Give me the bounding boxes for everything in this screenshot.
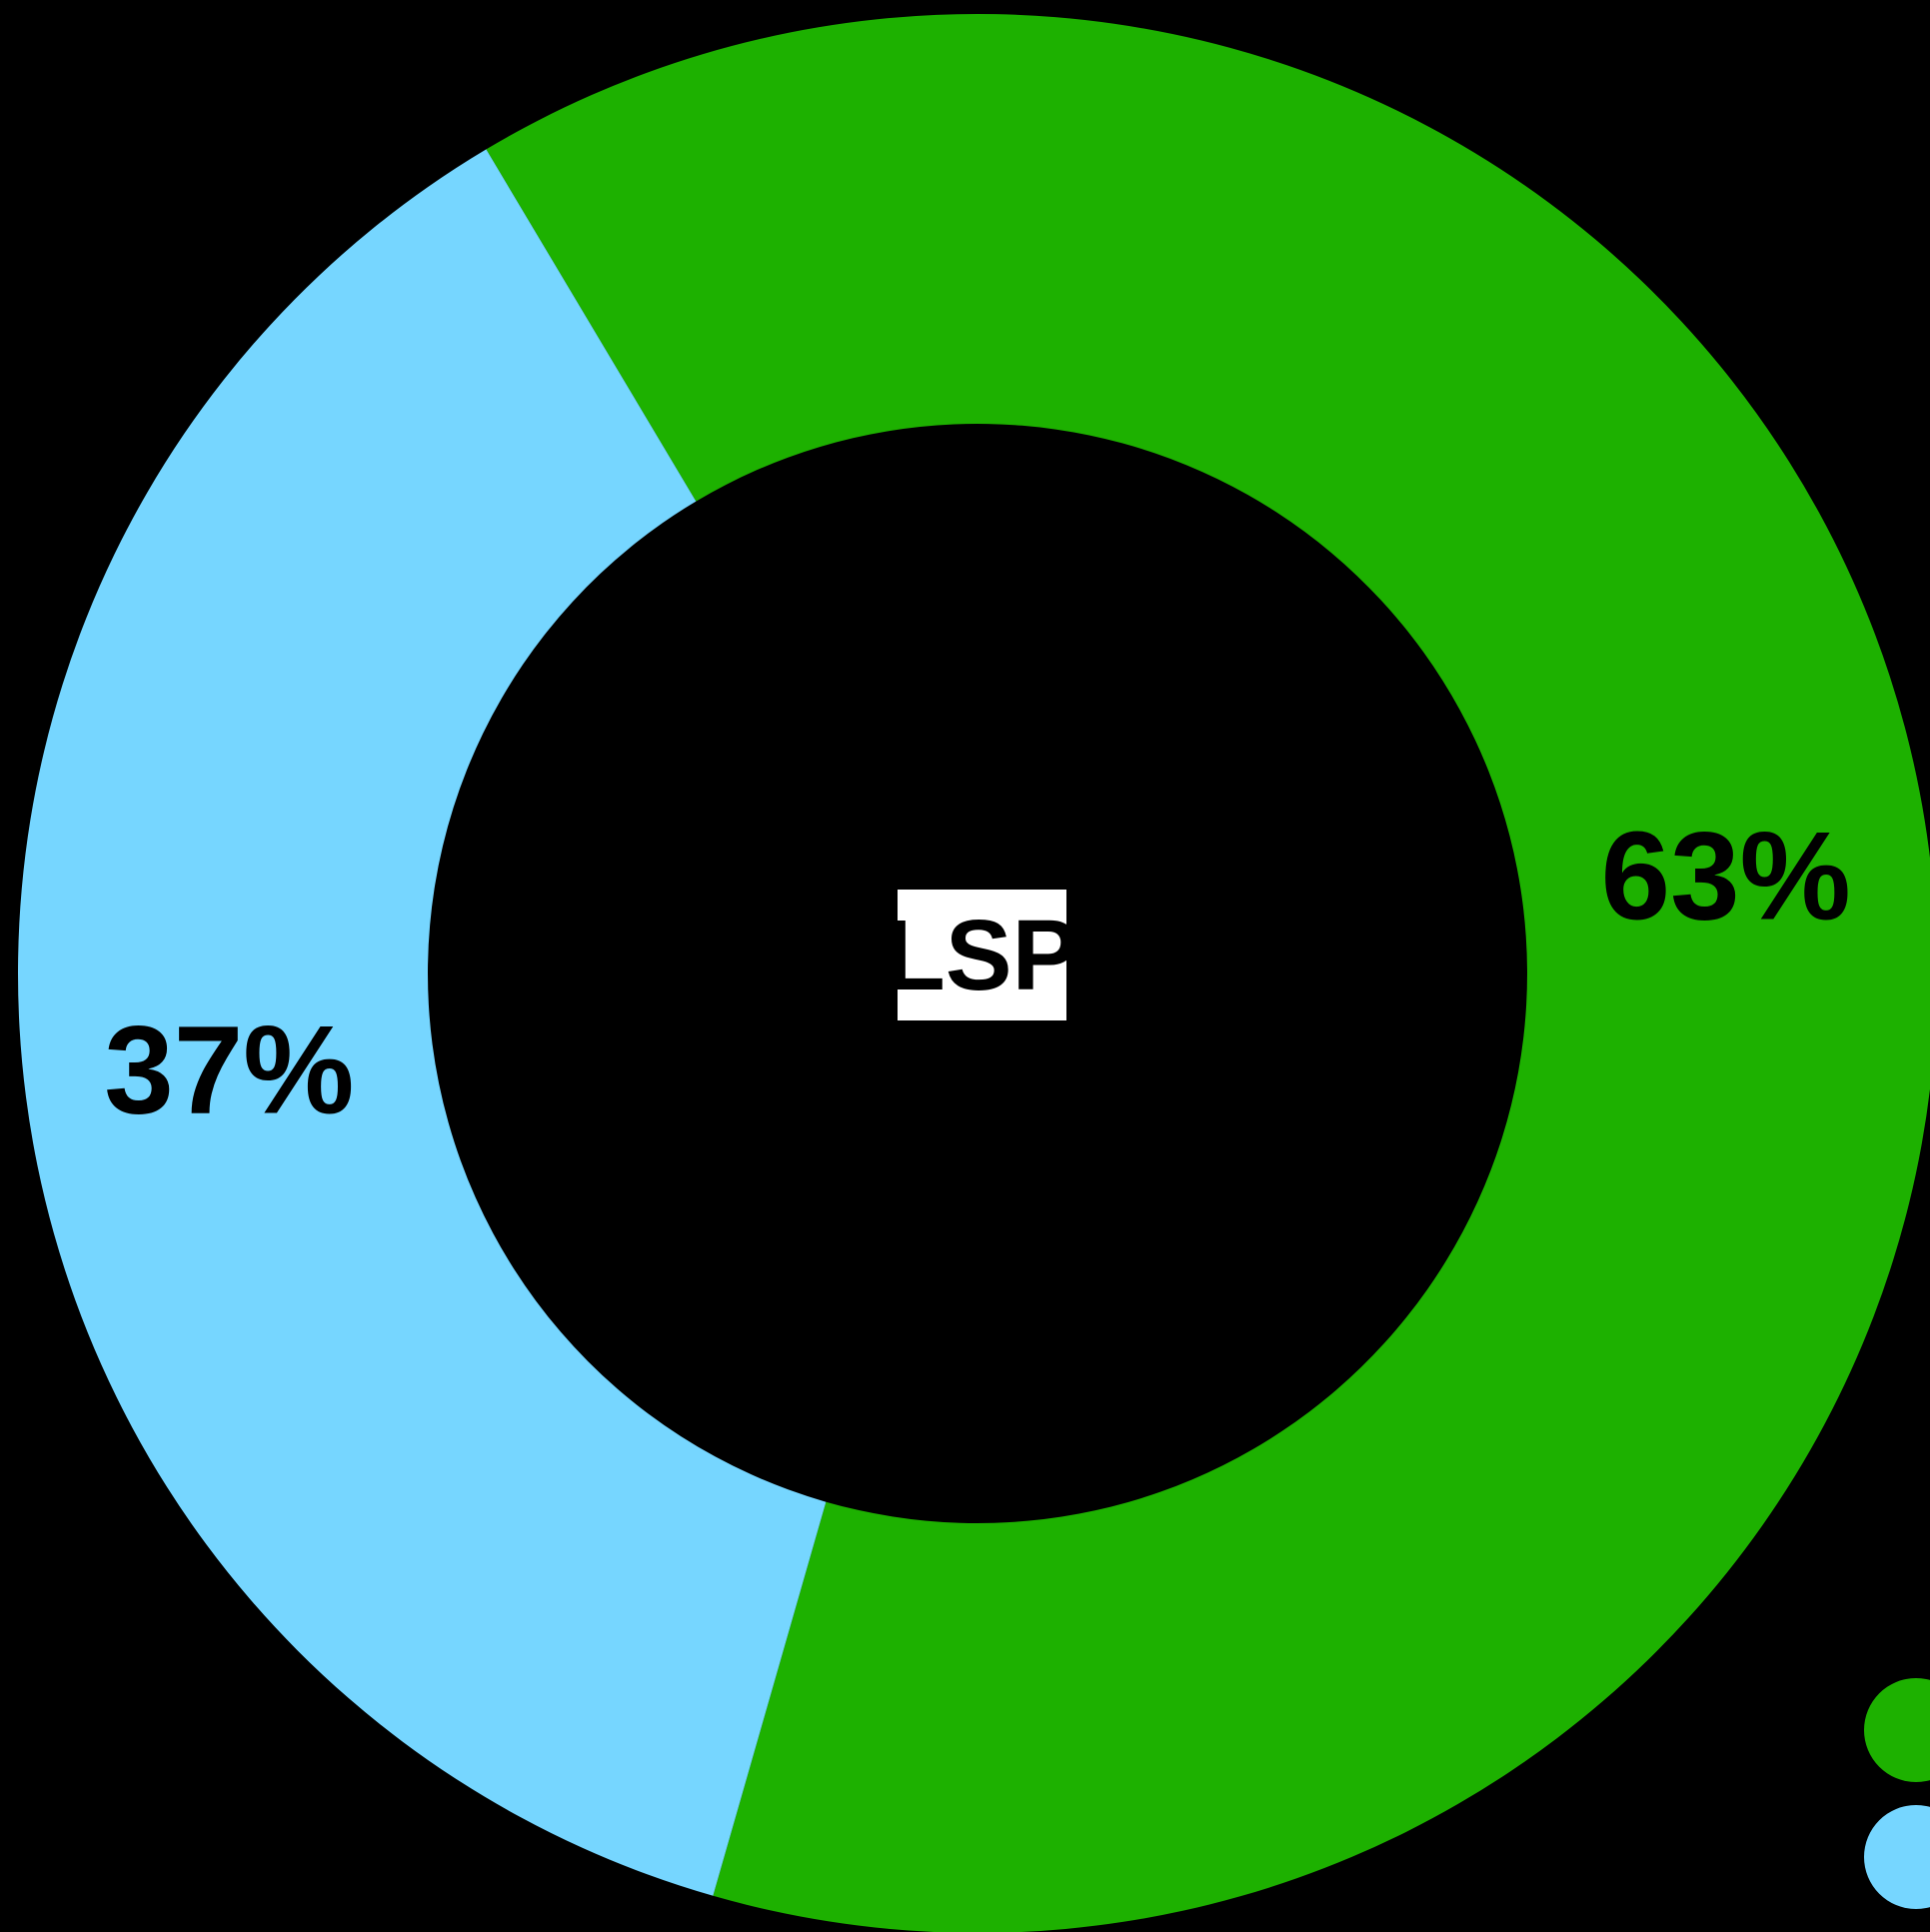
donut-slice [486, 14, 1930, 1932]
value-label: 63% [1601, 807, 1851, 946]
value-label: 37% [104, 1001, 354, 1140]
legend-swatch [1864, 1678, 1930, 1782]
center-label: LSP [885, 900, 1078, 1011]
legend-swatch [1864, 1805, 1930, 1909]
center-label-box [898, 890, 1066, 1020]
donut-slice [17, 149, 827, 1896]
